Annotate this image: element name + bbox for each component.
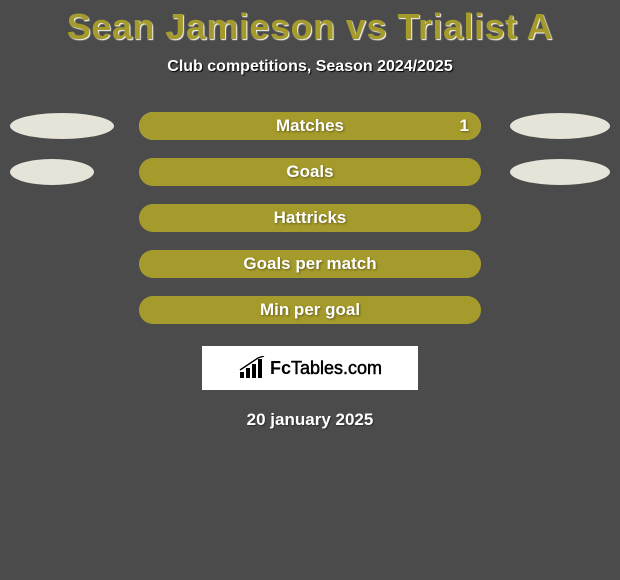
- subtitle: Club competitions, Season 2024/2025: [167, 58, 452, 76]
- player-right-indicator: [510, 113, 610, 139]
- stat-bar: Matches 1: [139, 112, 481, 140]
- stat-rows: Matches 1 Goals Hattricks Goals per match Min…: [0, 112, 620, 324]
- stat-label: Matches: [276, 116, 344, 136]
- stat-row: Hattricks: [0, 204, 620, 232]
- player-left-indicator: [10, 113, 114, 139]
- stat-label: Goals: [286, 162, 333, 182]
- stat-row: Matches 1: [0, 112, 620, 140]
- logo-box: FcTables.com: [202, 346, 418, 390]
- stat-row: Min per goal: [0, 296, 620, 324]
- stat-bar: Goals per match: [139, 250, 481, 278]
- stat-row: Goals: [0, 158, 620, 186]
- player-left-indicator: [10, 159, 94, 185]
- stat-row: Goals per match: [0, 250, 620, 278]
- bars-icon: [238, 356, 266, 380]
- date-text: 20 january 2025: [247, 410, 374, 430]
- comparison-infographic: Sean Jamieson vs Trialist A Club competi…: [0, 0, 620, 580]
- logo-text: FcTables.com: [270, 358, 382, 379]
- page-title: Sean Jamieson vs Trialist A: [67, 6, 553, 48]
- player-right-indicator: [510, 159, 610, 185]
- stat-value-right: 1: [460, 116, 469, 136]
- stat-label: Goals per match: [243, 254, 376, 274]
- stat-label: Min per goal: [260, 300, 360, 320]
- logo-suffix: Tables.com: [291, 358, 382, 379]
- stat-bar: Goals: [139, 158, 481, 186]
- stat-label: Hattricks: [274, 208, 347, 228]
- stat-bar: Min per goal: [139, 296, 481, 324]
- logo-prefix: Fc: [270, 358, 291, 379]
- stat-bar: Hattricks: [139, 204, 481, 232]
